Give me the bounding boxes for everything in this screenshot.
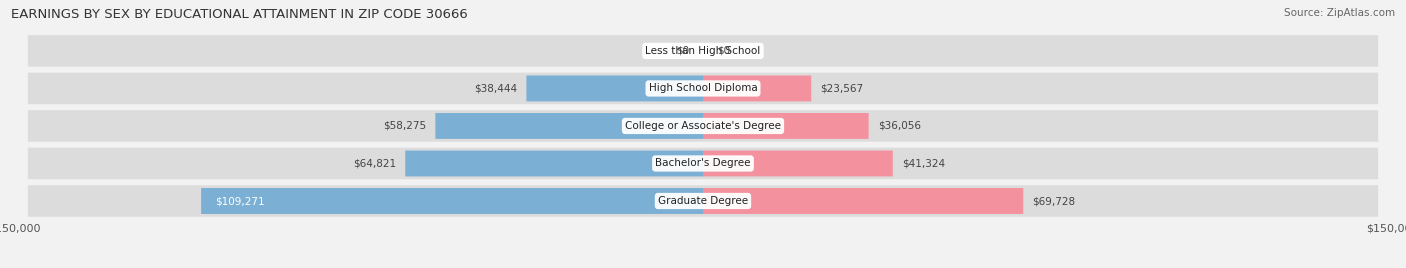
Legend: Male, Female: Male, Female [647,266,759,268]
Text: $38,444: $38,444 [474,83,517,94]
Text: EARNINGS BY SEX BY EDUCATIONAL ATTAINMENT IN ZIP CODE 30666: EARNINGS BY SEX BY EDUCATIONAL ATTAINMEN… [11,8,468,21]
Text: $0: $0 [717,46,730,56]
Text: College or Associate's Degree: College or Associate's Degree [626,121,780,131]
FancyBboxPatch shape [436,113,703,139]
FancyBboxPatch shape [28,35,1378,67]
Text: $109,271: $109,271 [215,196,264,206]
FancyBboxPatch shape [703,151,893,176]
FancyBboxPatch shape [28,73,1378,104]
Text: High School Diploma: High School Diploma [648,83,758,94]
FancyBboxPatch shape [526,76,703,101]
FancyBboxPatch shape [28,110,1378,142]
Text: $36,056: $36,056 [877,121,921,131]
Text: $69,728: $69,728 [1032,196,1076,206]
Text: $58,275: $58,275 [382,121,426,131]
FancyBboxPatch shape [703,113,869,139]
FancyBboxPatch shape [405,151,703,176]
Text: $64,821: $64,821 [353,158,396,169]
FancyBboxPatch shape [703,76,811,101]
FancyBboxPatch shape [28,148,1378,179]
Text: Graduate Degree: Graduate Degree [658,196,748,206]
FancyBboxPatch shape [201,188,703,214]
FancyBboxPatch shape [28,185,1378,217]
Text: Source: ZipAtlas.com: Source: ZipAtlas.com [1284,8,1395,18]
Text: Bachelor's Degree: Bachelor's Degree [655,158,751,169]
FancyBboxPatch shape [703,188,1024,214]
Text: $41,324: $41,324 [903,158,945,169]
Text: Less than High School: Less than High School [645,46,761,56]
Text: $23,567: $23,567 [821,83,863,94]
Text: $0: $0 [676,46,689,56]
